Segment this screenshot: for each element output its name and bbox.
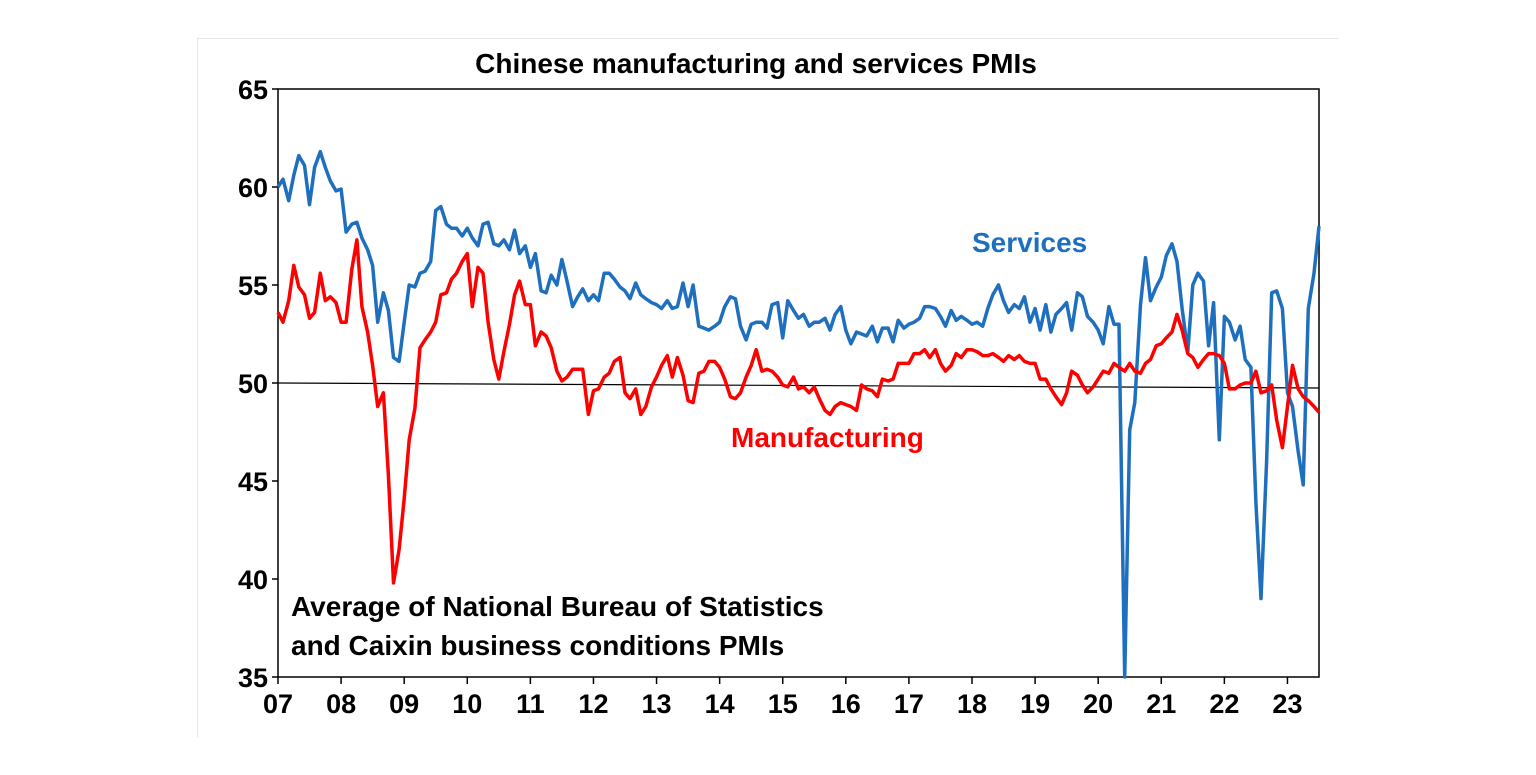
x-tick-label: 18 (957, 689, 987, 719)
annotation-line-1: Average of National Bureau of Statistics (291, 591, 824, 622)
plot-area (277, 88, 1320, 678)
x-tick-label: 19 (1020, 689, 1050, 719)
series-layer (276, 149, 1321, 679)
x-axis: 07 08 09 10 11 12 13 14 15 16 17 18 19 20 21 22 23 (263, 677, 1302, 719)
x-tick-label: 12 (578, 689, 608, 719)
y-tick-label: 40 (238, 565, 268, 595)
series-label-manufacturing: Manufacturing (731, 422, 924, 453)
x-tick-label: 16 (831, 689, 861, 719)
y-tick-label: 35 (238, 663, 268, 693)
x-tick-label: 17 (894, 689, 924, 719)
x-tick-label: 09 (389, 689, 419, 719)
annotation-line-2: and Caixin business conditions PMIs (291, 630, 784, 661)
x-tick-label: 21 (1146, 689, 1176, 719)
x-tick-label: 22 (1209, 689, 1239, 719)
x-tick-label: 20 (1083, 689, 1113, 719)
x-tick-label: 10 (452, 689, 482, 719)
series-line-services (276, 149, 1321, 679)
x-tick-label: 11 (516, 689, 545, 719)
chart-title: Chinese manufacturing and services PMIs (475, 48, 1037, 79)
pmi-line-chart: Chinese manufacturing and services PMIs … (238, 48, 1321, 719)
x-tick-label: 14 (705, 689, 735, 719)
y-tick-label: 55 (238, 271, 268, 301)
x-tick-label: 15 (768, 689, 798, 719)
y-axis: 35 40 45 50 55 60 65 (238, 75, 278, 693)
chart-frame: Chinese manufacturing and services PMIs … (197, 38, 1338, 737)
x-tick-label: 23 (1272, 689, 1302, 719)
x-tick-label: 13 (642, 689, 672, 719)
y-tick-label: 45 (238, 467, 268, 497)
x-tick-label: 07 (263, 689, 293, 719)
series-line-manufacturing (276, 238, 1321, 585)
x-tick-label: 08 (326, 689, 356, 719)
y-tick-label: 50 (238, 369, 268, 399)
y-tick-label: 65 (238, 75, 268, 105)
series-label-services: Services (972, 227, 1087, 258)
y-tick-label: 60 (238, 173, 268, 203)
